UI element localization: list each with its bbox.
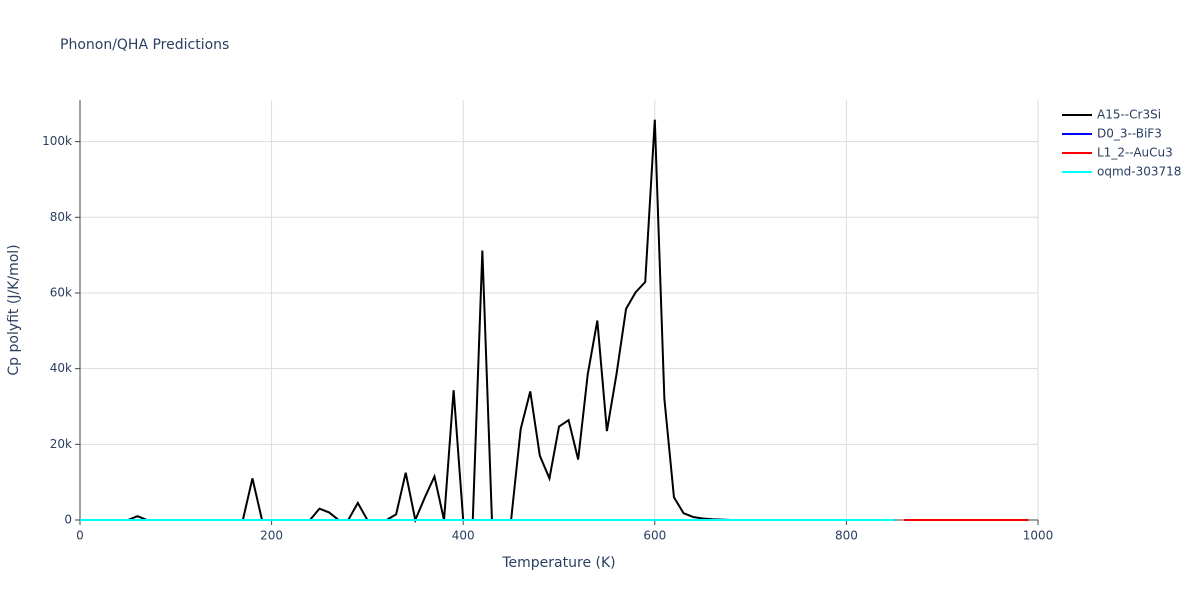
x-tick-label: 400 <box>452 529 475 543</box>
y-tick-label: 20k <box>50 437 72 451</box>
y-tick-label: 40k <box>50 361 72 375</box>
x-tick-label: 200 <box>260 529 283 543</box>
y-tick-label: 100k <box>42 134 72 148</box>
x-tick-label: 1000 <box>1023 529 1054 543</box>
chart-title: Phonon/QHA Predictions <box>60 37 229 53</box>
y-tick-label: 0 <box>64 513 72 527</box>
y-axis-label: Cp polyfit (J/K/mol) <box>6 244 22 375</box>
y-tick-label: 60k <box>50 285 72 299</box>
x-tick-label: 0 <box>76 529 84 543</box>
y-tick-label: 80k <box>50 210 72 224</box>
legend-label: A15--Cr3Si <box>1097 108 1161 122</box>
legend-label: D0_3--BiF3 <box>1097 127 1162 141</box>
x-axis-label: Temperature (K) <box>501 555 615 571</box>
legend-label: oqmd-303718 <box>1097 165 1181 179</box>
series-line <box>80 119 895 524</box>
x-tick-label: 800 <box>835 529 858 543</box>
x-tick-label: 600 <box>643 529 666 543</box>
legend-label: L1_2--AuCu3 <box>1097 146 1173 160</box>
